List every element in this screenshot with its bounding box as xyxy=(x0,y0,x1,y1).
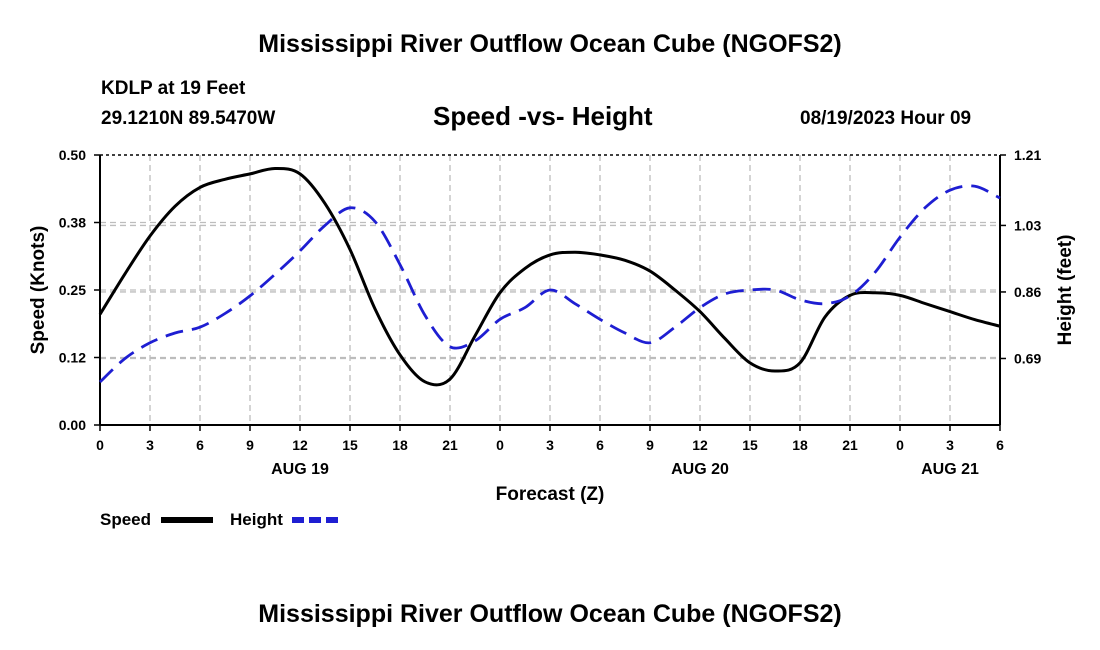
x-tick-label: 6 xyxy=(596,437,604,453)
x-tick-label: 3 xyxy=(146,437,154,453)
footer-title: Mississippi River Outflow Ocean Cube (NG… xyxy=(258,600,842,628)
y-tick-label: 0.25 xyxy=(59,282,86,298)
x-tick-label: 0 xyxy=(496,437,504,453)
y-tick-label: 0.00 xyxy=(59,417,86,433)
y2-axis-title: Height (feet) xyxy=(1055,235,1076,346)
chart-title: Mississippi River Outflow Ocean Cube (NG… xyxy=(258,30,842,58)
x-tick-label: 6 xyxy=(196,437,204,453)
day-label: AUG 21 xyxy=(921,461,979,478)
x-tick-label: 3 xyxy=(946,437,954,453)
x-tick-label: 21 xyxy=(442,437,458,453)
x-tick-label: 6 xyxy=(996,437,1004,453)
station-label: KDLP at 19 Feet xyxy=(101,78,246,99)
timestamp-label: 08/19/2023 Hour 09 xyxy=(800,108,972,129)
speed-series-line xyxy=(98,166,1001,387)
y-tick-label: 0.50 xyxy=(59,147,86,163)
x-tick-label: 9 xyxy=(646,437,654,453)
x-tick-label: 12 xyxy=(692,437,708,453)
x-axis-title: Forecast (Z) xyxy=(496,484,605,505)
y2-tick-label: 1.21 xyxy=(1014,147,1041,163)
x-tick-label: 21 xyxy=(842,437,858,453)
legend-height-label: Height xyxy=(230,510,283,529)
y2-tick-label: 1.03 xyxy=(1014,217,1041,233)
coordinates-label: 29.1210N 89.5470W xyxy=(101,108,276,129)
y-tick-label: 0.12 xyxy=(59,350,86,366)
x-tick-label: 0 xyxy=(896,437,904,453)
x-tick-label: 18 xyxy=(392,437,408,453)
day-label: AUG 19 xyxy=(271,461,329,478)
x-tick-label: 18 xyxy=(792,437,808,453)
x-tick-label: 15 xyxy=(742,437,758,453)
legend-speed-label: Speed xyxy=(100,510,152,529)
y2-tick-label: 0.69 xyxy=(1014,350,1041,366)
plot-subtitle: Speed -vs- Height xyxy=(433,101,653,131)
x-tick-label: 12 xyxy=(292,437,308,453)
x-tick-label: 0 xyxy=(96,437,104,453)
x-tick-label: 3 xyxy=(546,437,554,453)
x-tick-label: 9 xyxy=(246,437,254,453)
y-axis-title: Speed (Knots) xyxy=(28,226,49,355)
height-series-line xyxy=(99,184,1001,384)
x-tick-label: 15 xyxy=(342,437,358,453)
y-tick-label: 0.38 xyxy=(59,215,86,231)
day-label: AUG 20 xyxy=(671,461,729,478)
y2-tick-label: 0.86 xyxy=(1014,284,1041,300)
